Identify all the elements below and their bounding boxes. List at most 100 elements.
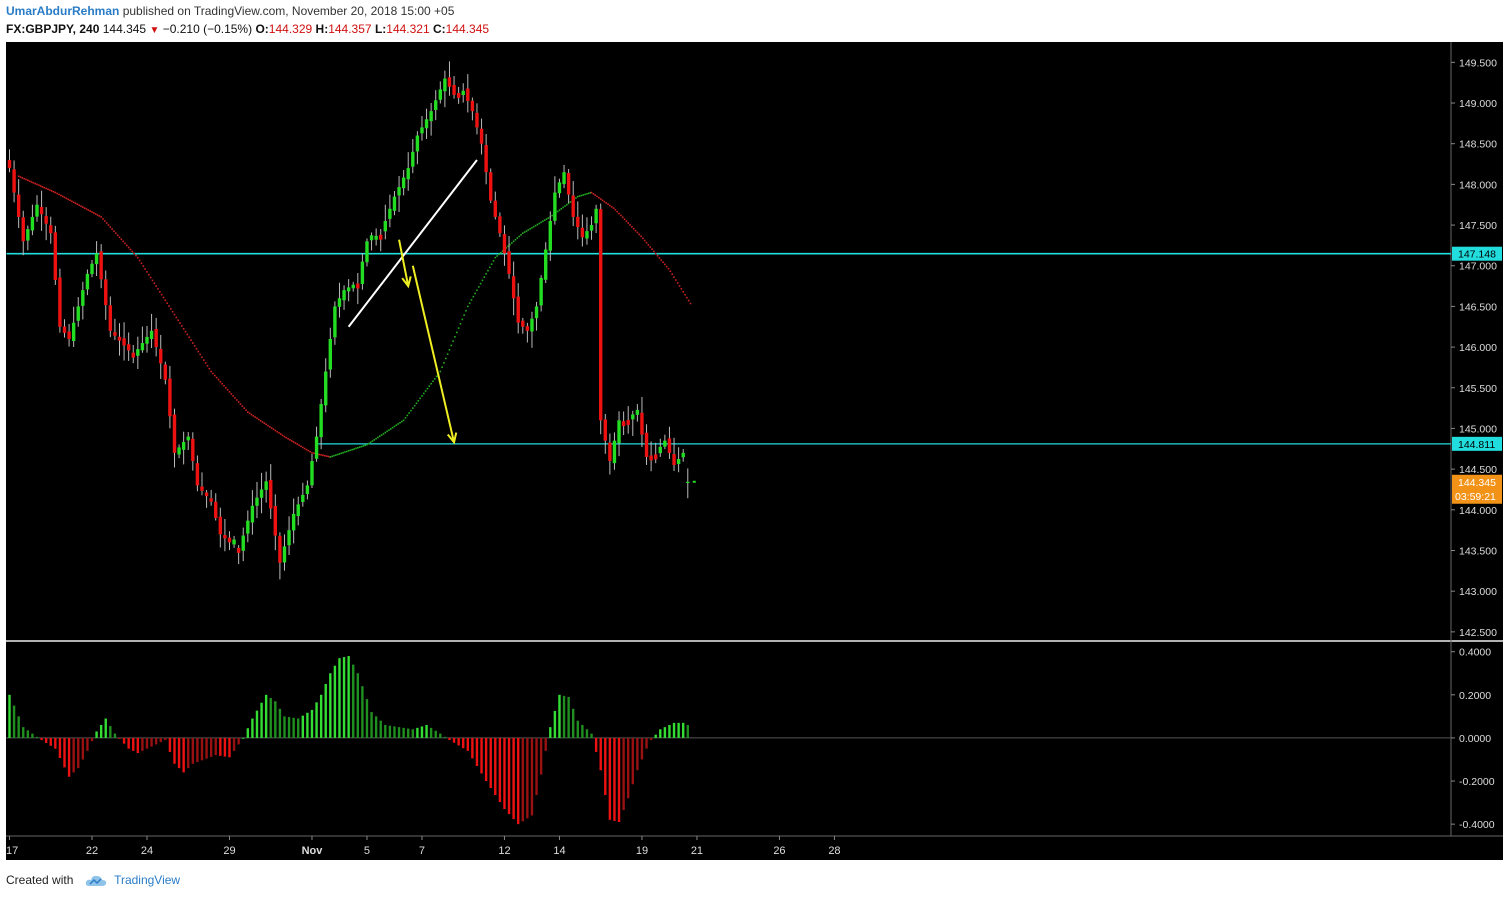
candle-down bbox=[475, 112, 479, 128]
oscillator-bar bbox=[631, 737, 634, 785]
moving-average-dot bbox=[401, 420, 403, 423]
close-value: 144.345 bbox=[445, 22, 490, 36]
moving-average-dot bbox=[576, 195, 579, 198]
candle-up bbox=[585, 231, 589, 239]
author-link[interactable]: UmarAbdurRehman bbox=[6, 4, 120, 18]
oscillator-bar bbox=[507, 737, 511, 815]
candle-down bbox=[104, 279, 108, 306]
moving-average-dot bbox=[680, 288, 683, 290]
time-tick-label: 28 bbox=[828, 845, 840, 857]
oscillator-pane[interactable] bbox=[6, 642, 1451, 836]
oscillator-tick-label: 0.2000 bbox=[1459, 690, 1491, 702]
candle-up bbox=[287, 530, 291, 546]
moving-average-dot bbox=[140, 262, 143, 265]
candle-up bbox=[557, 182, 562, 194]
candle-up bbox=[374, 235, 378, 240]
moving-average-dot bbox=[452, 340, 454, 342]
moving-average-dot bbox=[23, 177, 25, 180]
oscillator-bar bbox=[494, 737, 497, 796]
price-tick-label: 143.500 bbox=[1459, 546, 1497, 558]
level-price-tag bbox=[1452, 246, 1502, 261]
oscillator-bar bbox=[122, 737, 126, 744]
candle-down bbox=[126, 344, 131, 351]
moving-average-dot bbox=[351, 448, 354, 451]
moving-average-dot bbox=[645, 241, 648, 244]
candle-down bbox=[603, 419, 607, 441]
moving-average-dot bbox=[501, 250, 504, 252]
moving-average-dot bbox=[184, 330, 187, 333]
candle-up bbox=[534, 306, 539, 319]
moving-average-dot bbox=[534, 224, 537, 227]
oscillator-bar bbox=[604, 737, 607, 796]
moving-average-dot bbox=[289, 439, 291, 441]
moving-average-dot bbox=[689, 302, 692, 305]
moving-average-dot bbox=[357, 446, 359, 449]
oscillator-bar bbox=[315, 702, 318, 738]
oscillator-bar bbox=[26, 730, 30, 738]
main-pane[interactable] bbox=[6, 42, 1451, 640]
oscillator-bar bbox=[530, 737, 534, 816]
candle-down bbox=[521, 320, 525, 327]
oscillator-bar bbox=[22, 727, 25, 738]
candle-down bbox=[356, 283, 360, 289]
oscillator-bar bbox=[8, 694, 11, 738]
tradingview-link[interactable]: TradingView bbox=[114, 873, 181, 887]
moving-average-dot bbox=[358, 446, 361, 448]
moving-average-dot bbox=[598, 196, 600, 199]
moving-average-dot bbox=[197, 350, 200, 353]
time-tick-label: 26 bbox=[773, 845, 785, 857]
candle-up bbox=[255, 497, 259, 506]
oscillator-axis[interactable] bbox=[1451, 642, 1503, 836]
moving-average-dot bbox=[313, 452, 315, 455]
candle-down bbox=[566, 173, 571, 195]
oscillator-bar bbox=[219, 737, 222, 756]
symbol-label: FX:GBPJPY, 240 bbox=[6, 22, 100, 36]
moving-average-dot bbox=[479, 282, 482, 285]
main-plot bbox=[6, 61, 1451, 580]
moving-average-dot bbox=[296, 443, 299, 445]
moving-average-dot bbox=[270, 427, 273, 429]
candle-down bbox=[456, 92, 461, 98]
oscillator-bar bbox=[86, 737, 89, 751]
candle-up bbox=[94, 253, 99, 265]
time-axis[interactable] bbox=[6, 836, 1503, 860]
candle-up bbox=[319, 404, 323, 438]
moving-average-dot bbox=[159, 290, 161, 293]
tradingview-logo-icon[interactable] bbox=[85, 875, 107, 887]
moving-average-dot bbox=[193, 345, 196, 347]
moving-average-dot bbox=[300, 445, 302, 448]
moving-average-dot bbox=[93, 212, 95, 214]
price-tick-label: 144.500 bbox=[1459, 464, 1497, 476]
moving-average-dot bbox=[366, 443, 368, 446]
oscillator-bar bbox=[159, 737, 162, 743]
oscillator-bar bbox=[439, 733, 442, 738]
moving-average-dot bbox=[250, 413, 253, 416]
candle-down bbox=[49, 225, 53, 234]
published-text: published on TradingView.com, November 2… bbox=[122, 4, 455, 18]
moving-average-dot bbox=[49, 189, 51, 191]
price-axis[interactable] bbox=[1451, 42, 1503, 640]
moving-average-dot bbox=[252, 415, 255, 417]
moving-average-dot bbox=[564, 205, 566, 207]
moving-average-dot bbox=[292, 441, 295, 443]
oscillator-bar bbox=[663, 727, 667, 738]
candle-up bbox=[71, 322, 76, 342]
moving-average-dot bbox=[142, 265, 145, 267]
moving-average-dot bbox=[149, 276, 152, 279]
candle-down bbox=[223, 535, 227, 539]
oscillator-bar bbox=[590, 733, 593, 738]
price-chart[interactable]: 142.500 143.000 143.500 144.000 144.500 145.0… bbox=[0, 40, 1509, 866]
moving-average-dot bbox=[226, 389, 229, 391]
candle-up bbox=[186, 436, 190, 441]
moving-average-dot bbox=[322, 454, 324, 457]
moving-average-dot bbox=[459, 322, 462, 325]
oscillator-bar bbox=[132, 737, 135, 751]
candle-up bbox=[548, 220, 552, 251]
moving-average-dot bbox=[261, 421, 264, 423]
moving-average-dot bbox=[671, 273, 674, 276]
moving-average-dot bbox=[556, 210, 559, 213]
moving-average-dot bbox=[230, 393, 233, 395]
low-label: L: bbox=[374, 22, 387, 36]
candle-up bbox=[35, 204, 39, 217]
oscillator-bar bbox=[150, 737, 153, 747]
